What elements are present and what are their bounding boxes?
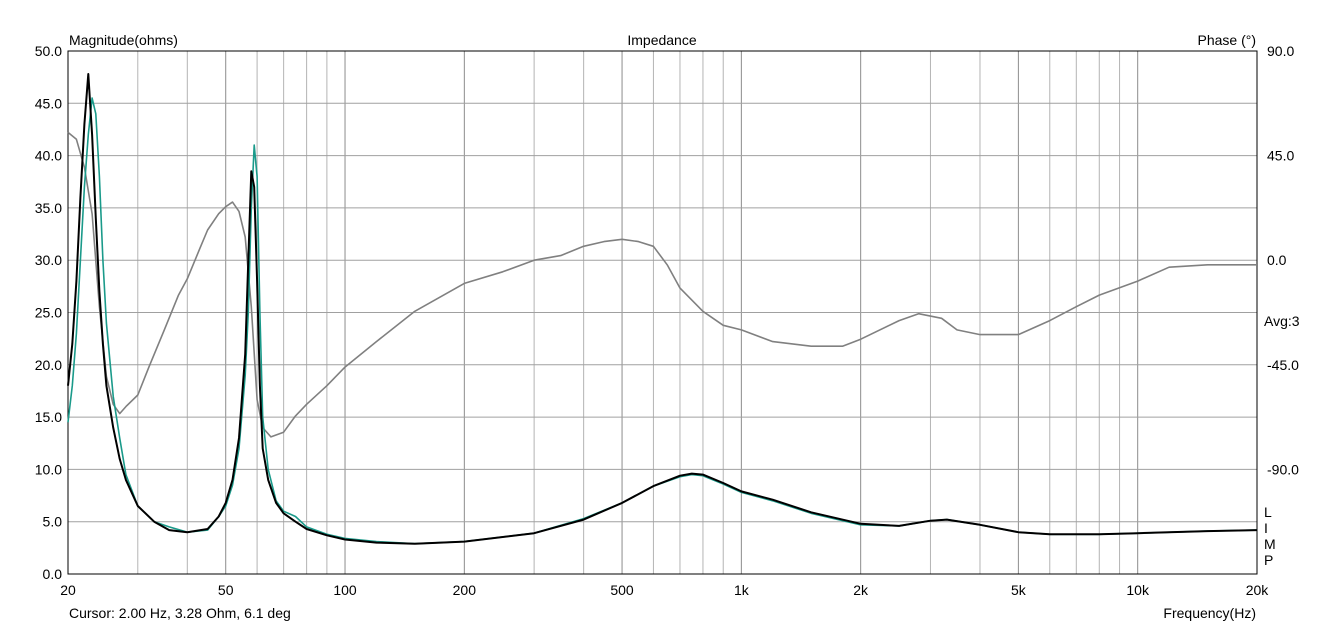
y-tick-label: 40.0: [35, 148, 62, 164]
curves: [67, 73, 1258, 545]
avg-annotation: Avg:3: [1264, 313, 1300, 329]
y-tick-label: 45.0: [35, 95, 62, 111]
side-letter: L: [1264, 504, 1272, 520]
phase-curve-0: [67, 131, 1257, 438]
x-tick-label: 200: [453, 582, 477, 598]
plot-frame: [67, 50, 1258, 575]
x-tick-label: 100: [333, 582, 357, 598]
y-tick-label: 0.0: [43, 566, 63, 582]
y2-tick-label: 0.0: [1267, 252, 1287, 268]
y-tick-label: 35.0: [35, 200, 62, 216]
y2-tick-label: 45.0: [1267, 148, 1294, 164]
x-tick-label: 50: [218, 582, 234, 598]
x-tick-label: 20: [60, 582, 76, 598]
x-tick-label: 500: [610, 582, 634, 598]
y-tick-label: 50.0: [35, 43, 62, 59]
x-axis-label: Frequency(Hz): [1163, 605, 1256, 621]
y-axis-label: Magnitude(ohms): [69, 32, 178, 48]
y2-axis-label: Phase (°): [1197, 32, 1256, 48]
side-letter: P: [1264, 552, 1273, 568]
labels: Magnitude(ohms) Impedance Phase (°) Freq…: [35, 32, 1300, 621]
y-tick-label: 15.0: [35, 409, 62, 425]
y-tick-label: 30.0: [35, 252, 62, 268]
y2-tick-label: -90.0: [1267, 461, 1299, 477]
x-tick-label: 5k: [1011, 582, 1027, 598]
y2-tick-label: -45.0: [1267, 357, 1299, 373]
x-tick-label: 10k: [1126, 582, 1150, 598]
x-tick-label: 2k: [853, 582, 869, 598]
y-tick-label: 5.0: [43, 514, 63, 530]
side-letter: I: [1264, 520, 1268, 536]
chart-title: Impedance: [627, 32, 696, 48]
cursor-readout: Cursor: 2.00 Hz, 3.28 Ohm, 6.1 deg: [69, 605, 291, 621]
y-tick-label: 25.0: [35, 305, 62, 321]
y-tick-label: 20.0: [35, 357, 62, 373]
side-letter: M: [1264, 536, 1276, 552]
y2-tick-label: 90.0: [1267, 43, 1294, 59]
x-tick-label: 1k: [734, 582, 750, 598]
x-tick-label: 20k: [1246, 582, 1270, 598]
y-tick-label: 10.0: [35, 461, 62, 477]
magnitude-curve-2: [67, 73, 1258, 545]
grid: [68, 51, 1257, 574]
